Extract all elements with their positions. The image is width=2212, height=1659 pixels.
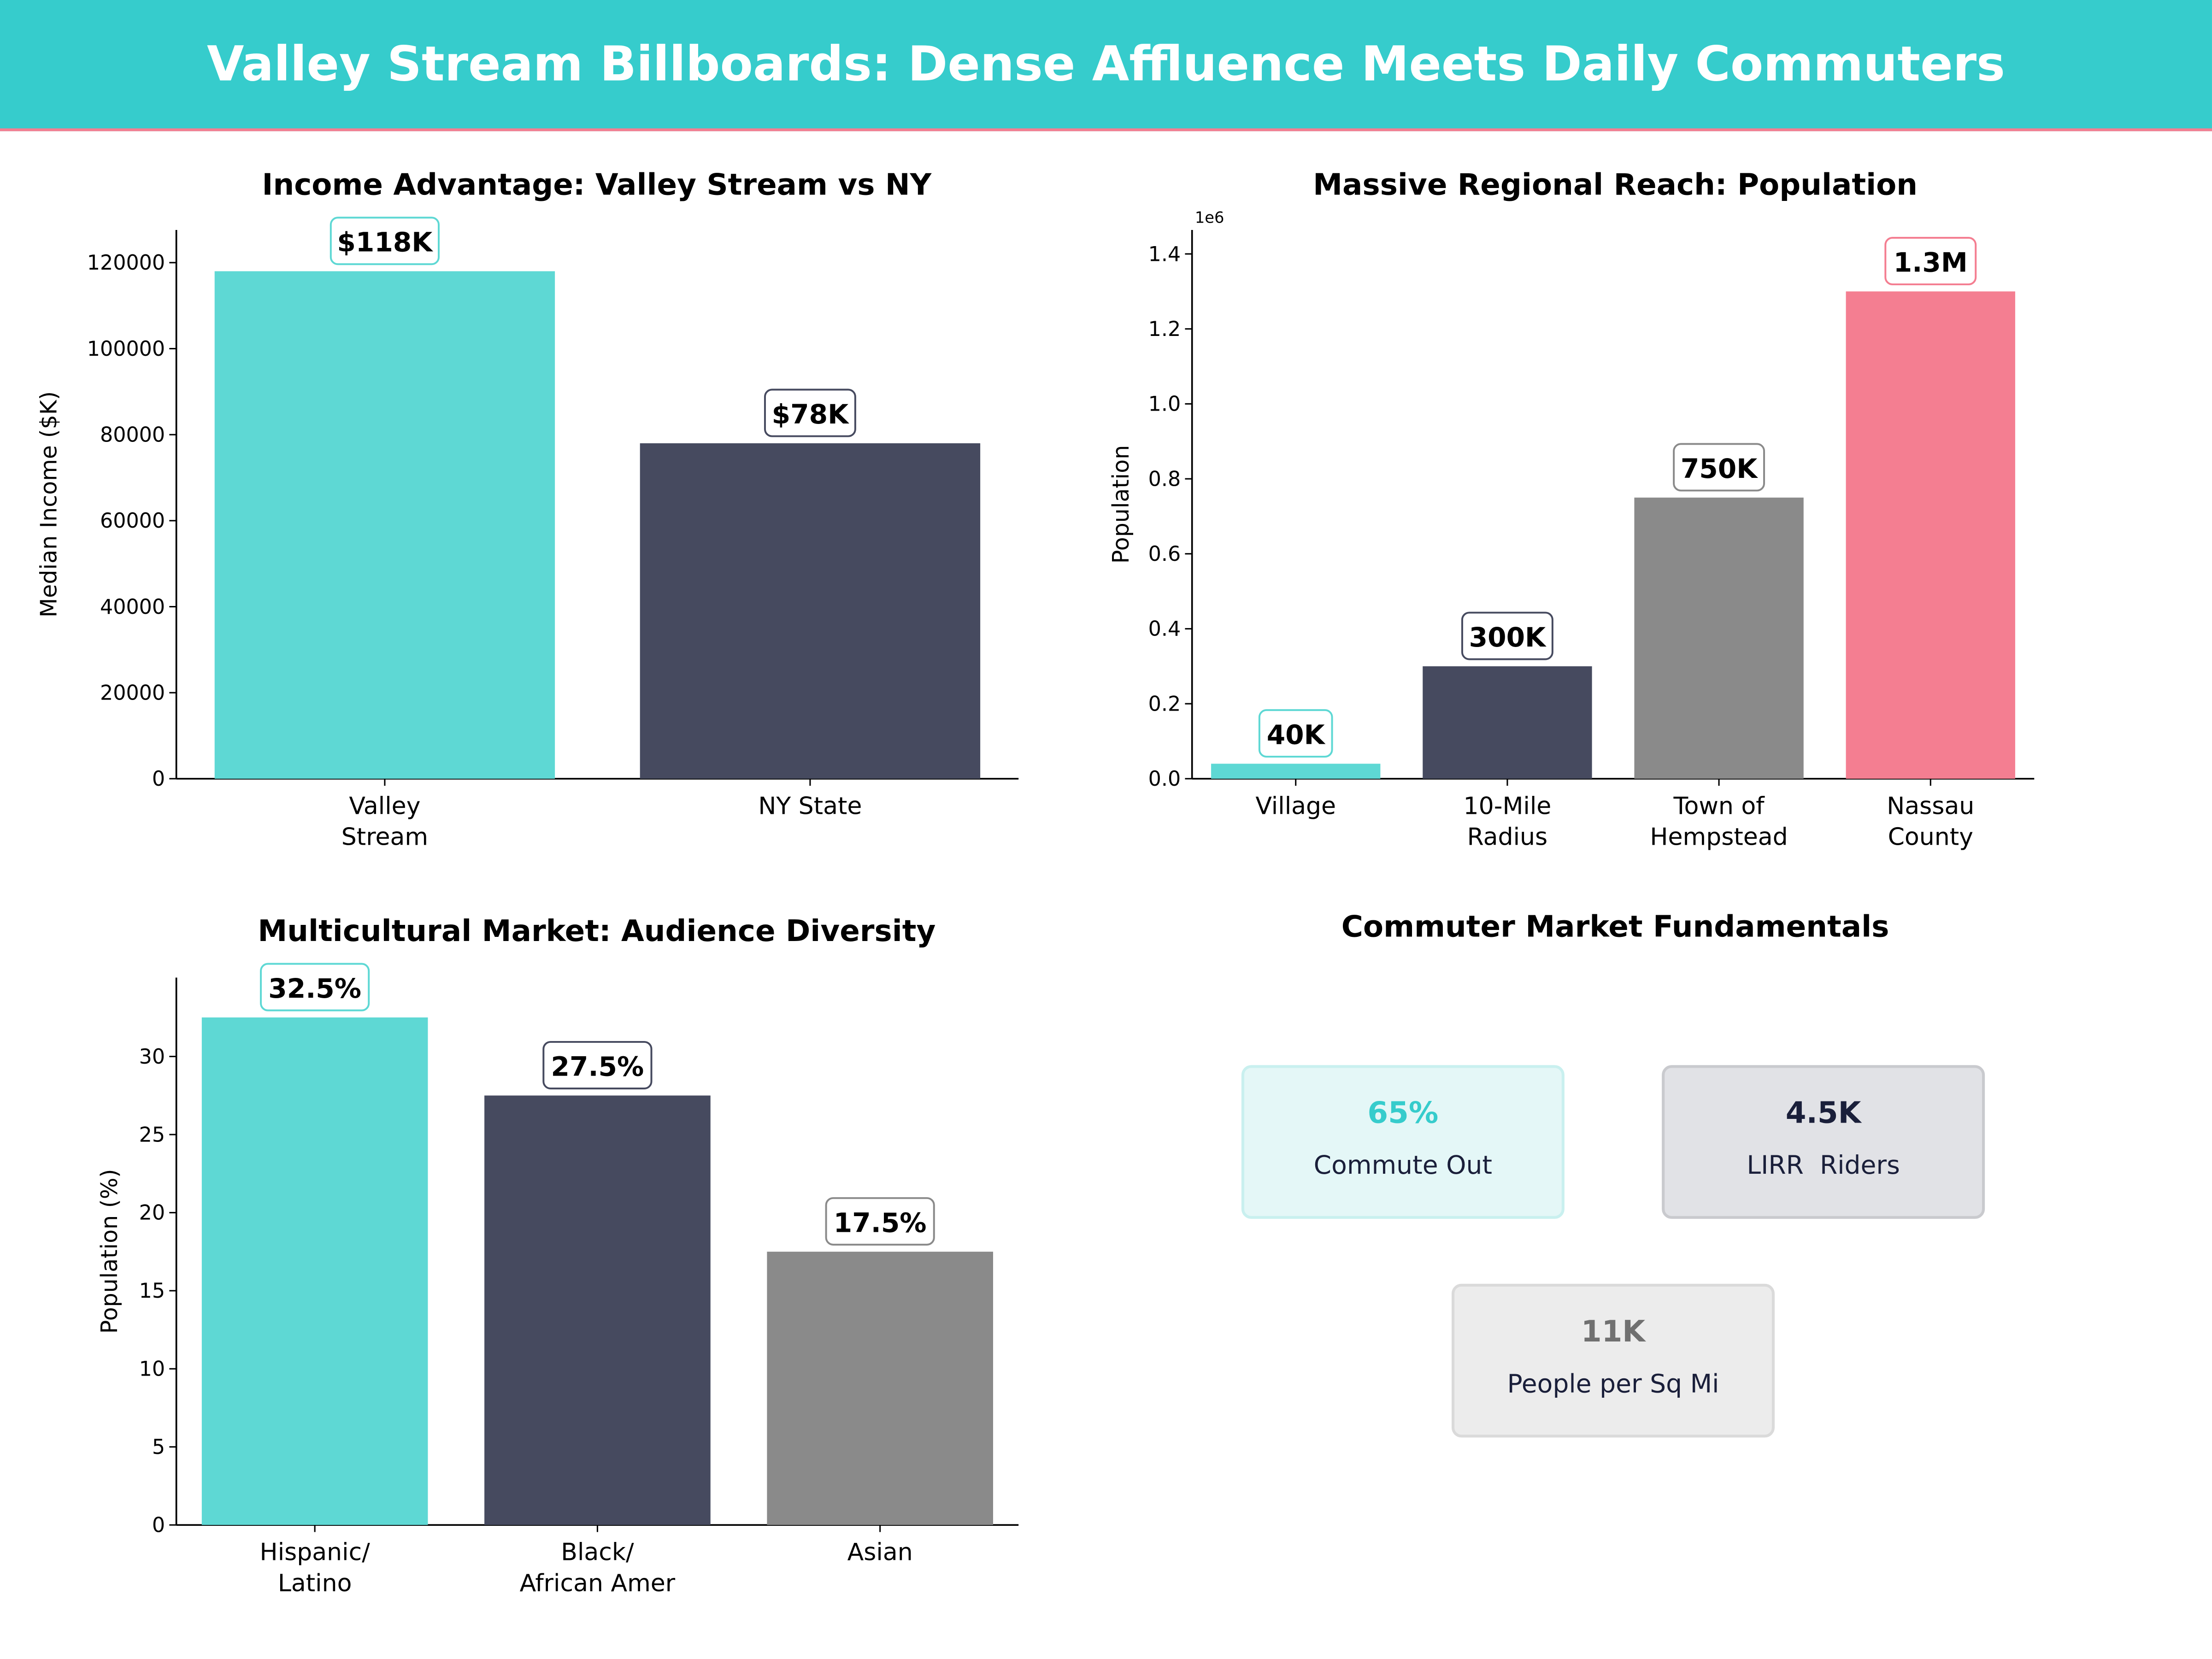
x-tick-label: Town of Hempstead — [1650, 792, 1788, 851]
data-label: 40K — [1267, 719, 1326, 750]
x-tick-label-line: Black/ — [561, 1539, 634, 1566]
card-value: 65% — [1367, 1096, 1439, 1130]
chart-title: Income Advantage: Valley Stream vs NY — [262, 167, 932, 202]
y-tick-label: 0.8 — [1148, 467, 1181, 491]
header-banner: Valley Stream Billboards: Dense Affluenc… — [0, 0, 2212, 131]
y-tick-label: 80000 — [100, 424, 165, 447]
y-axis-label: Median Income ($K) — [35, 391, 62, 618]
data-label: $118K — [337, 227, 433, 258]
y-tick-label: 0 — [152, 767, 165, 791]
x-tick-label: Valley Stream — [341, 792, 428, 851]
data-label-box — [260, 963, 370, 1012]
bar — [640, 443, 981, 779]
y-tick-label: 20 — [139, 1201, 165, 1225]
x-tick-label-line: Hispanic/ — [260, 1539, 371, 1566]
y-tick-label: 0.2 — [1148, 692, 1181, 716]
data-label-box — [1258, 709, 1333, 758]
data-label: 27.5% — [551, 1051, 644, 1082]
x-tick-label: NY State — [758, 792, 862, 820]
y-offset-text: 1e6 — [1195, 209, 1224, 227]
y-tick-label: 0.4 — [1148, 618, 1181, 641]
x-tick-label-line: African Amer — [520, 1570, 676, 1597]
data-label-box — [329, 217, 440, 265]
bar — [1423, 666, 1592, 779]
bar — [1211, 764, 1381, 779]
data-label-box — [825, 1197, 935, 1246]
x-tick-label-line: 10-Mile — [1463, 792, 1551, 820]
chart-title: Multicultural Market: Audience Diversity — [258, 914, 935, 948]
fundamentals-title: Commuter Market Fundamentals — [1341, 910, 1889, 944]
x-tick-label: Hispanic/Latino — [260, 1539, 371, 1597]
y-tick-label: 25 — [139, 1123, 165, 1147]
x-tick-label-line: Asian — [847, 1539, 913, 1566]
data-label: 750K — [1681, 453, 1758, 484]
card-label: LIRR Riders — [1747, 1151, 1900, 1181]
bar — [1846, 291, 2015, 779]
data-label: 300K — [1469, 622, 1547, 653]
chart-1: Income Advantage: Valley Stream vs NY 0 20… — [35, 167, 1019, 851]
card-label: Commute Out — [1313, 1151, 1493, 1181]
data-label: $78K — [772, 399, 849, 430]
y-tick-label: 1.2 — [1148, 318, 1181, 341]
card-density: 11K People per Sq Mi — [1451, 1283, 1775, 1438]
bar — [767, 1252, 993, 1525]
x-tick-label: 10-Mile Radius — [1463, 792, 1551, 851]
card-lirr-riders: 4.5K LIRR Riders — [1662, 1065, 1985, 1219]
y-tick-label: 0 — [152, 1513, 165, 1537]
x-tick-label-line: Valley — [349, 792, 420, 820]
y-axis-label: Population — [1108, 445, 1134, 564]
x-tick-label-line: Latino — [278, 1570, 352, 1597]
y-tick-label: 40000 — [100, 595, 165, 619]
x-tick-label: Nassau County — [1887, 792, 1974, 851]
y-tick-label: 100000 — [87, 337, 165, 361]
x-tick-label-line: Hempstead — [1650, 824, 1788, 851]
y-tick-label: 0.6 — [1148, 542, 1181, 566]
x-tick-label-line: Radius — [1467, 824, 1547, 851]
data-label: 17.5% — [834, 1207, 927, 1238]
y-tick-label: 0.0 — [1148, 767, 1181, 791]
y-tick-label: 10 — [139, 1358, 165, 1381]
bar — [1634, 497, 1804, 779]
data-label: 1.3M — [1894, 247, 1968, 278]
card-label: People per Sq Mi — [1507, 1370, 1719, 1400]
y-tick-label: 1.0 — [1148, 393, 1181, 416]
data-label-box — [1461, 612, 1553, 660]
data-label-box — [764, 388, 856, 437]
y-tick-label: 5 — [152, 1435, 165, 1459]
y-tick-label: 15 — [139, 1279, 165, 1303]
data-label: 32.5% — [268, 973, 361, 1004]
data-label-box — [542, 1041, 653, 1089]
bar — [484, 1095, 711, 1525]
y-tick-label: 120000 — [87, 251, 165, 275]
card-value: 4.5K — [1785, 1096, 1861, 1130]
x-tick-label-line: Nassau — [1887, 792, 1974, 820]
bar — [201, 1017, 428, 1525]
page-title: Valley Stream Billboards: Dense Affluenc… — [206, 36, 2006, 93]
y-tick-label: 1.4 — [1148, 242, 1181, 266]
x-tick-label-line: Town of — [1673, 792, 1765, 820]
card-commute-out: 65% Commute Out — [1241, 1065, 1565, 1219]
chart-2: Massive Regional Reach: Population 0.0 0.2… — [1108, 167, 2035, 851]
bar — [214, 271, 555, 779]
x-tick-label-line: Village — [1255, 792, 1336, 820]
x-tick-label: Village — [1255, 792, 1336, 820]
chart-3: Multicultural Market: Audience Diversity… — [96, 914, 1019, 1597]
y-tick-label: 60000 — [100, 509, 165, 533]
y-tick-label: 30 — [139, 1045, 165, 1069]
x-tick-label: Asian — [847, 1539, 913, 1566]
x-tick-label-line: NY State — [758, 792, 862, 820]
y-tick-label: 20000 — [100, 681, 165, 705]
x-tick-label: Black/African Amer — [520, 1539, 676, 1597]
chart-title: Massive Regional Reach: Population — [1313, 167, 1918, 202]
data-label-box — [1673, 443, 1765, 492]
y-axis-label: Population (%) — [96, 1169, 123, 1334]
x-tick-label-line: Stream — [341, 824, 428, 851]
x-tick-label-line: County — [1888, 824, 1973, 851]
data-label-box — [1884, 237, 1977, 286]
card-value: 11K — [1581, 1315, 1646, 1349]
